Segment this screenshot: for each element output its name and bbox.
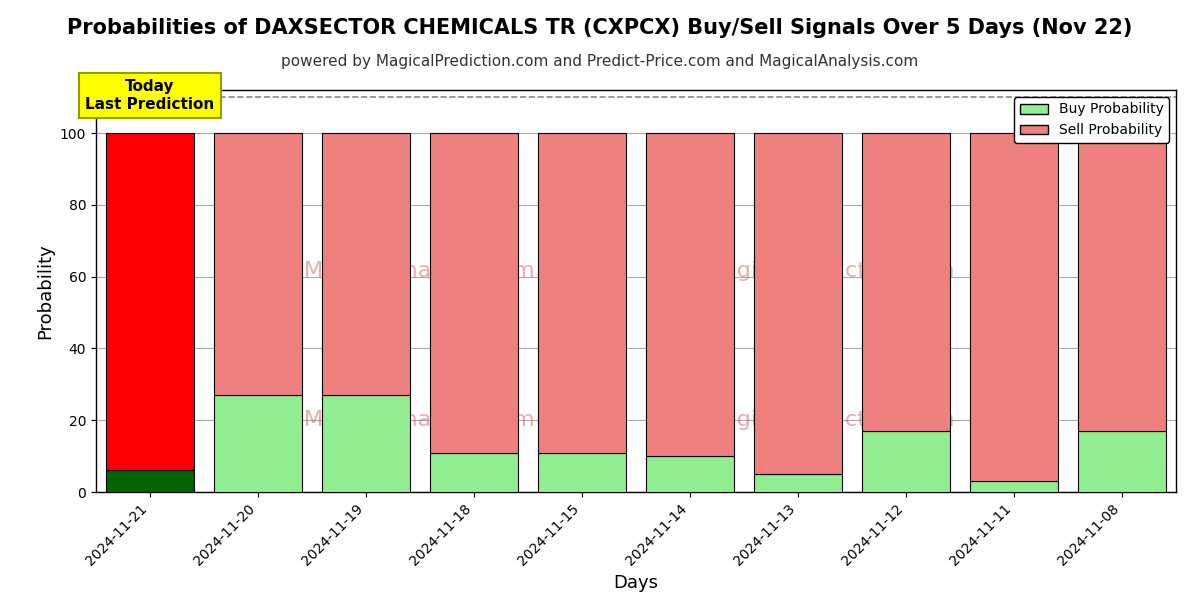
- Bar: [430, 452, 518, 492]
- Bar: [322, 133, 410, 395]
- Text: Today
Last Prediction: Today Last Prediction: [85, 79, 215, 112]
- Text: MagicalAnalysis.com: MagicalAnalysis.com: [304, 261, 536, 281]
- Bar: [1078, 431, 1166, 492]
- Text: MagicalPrediction.com: MagicalPrediction.com: [706, 410, 955, 430]
- Bar: [970, 481, 1058, 492]
- X-axis label: Days: Days: [613, 574, 659, 592]
- Bar: [646, 456, 734, 492]
- Text: MagicalAnalysis.com: MagicalAnalysis.com: [304, 410, 536, 430]
- Bar: [538, 133, 626, 452]
- Bar: [754, 133, 842, 474]
- Bar: [970, 133, 1058, 481]
- Bar: [430, 133, 518, 452]
- Y-axis label: Probability: Probability: [36, 243, 54, 339]
- Bar: [1078, 133, 1166, 431]
- Bar: [538, 452, 626, 492]
- Bar: [754, 474, 842, 492]
- Text: MagicalPrediction.com: MagicalPrediction.com: [706, 261, 955, 281]
- Bar: [646, 133, 734, 456]
- Bar: [322, 395, 410, 492]
- Legend: Buy Probability, Sell Probability: Buy Probability, Sell Probability: [1014, 97, 1169, 143]
- Bar: [106, 133, 194, 470]
- Bar: [214, 133, 302, 395]
- Bar: [106, 470, 194, 492]
- Text: powered by MagicalPrediction.com and Predict-Price.com and MagicalAnalysis.com: powered by MagicalPrediction.com and Pre…: [281, 54, 919, 69]
- Bar: [862, 133, 950, 431]
- Text: Probabilities of DAXSECTOR CHEMICALS TR (CXPCX) Buy/Sell Signals Over 5 Days (No: Probabilities of DAXSECTOR CHEMICALS TR …: [67, 18, 1133, 38]
- Bar: [214, 395, 302, 492]
- Bar: [862, 431, 950, 492]
